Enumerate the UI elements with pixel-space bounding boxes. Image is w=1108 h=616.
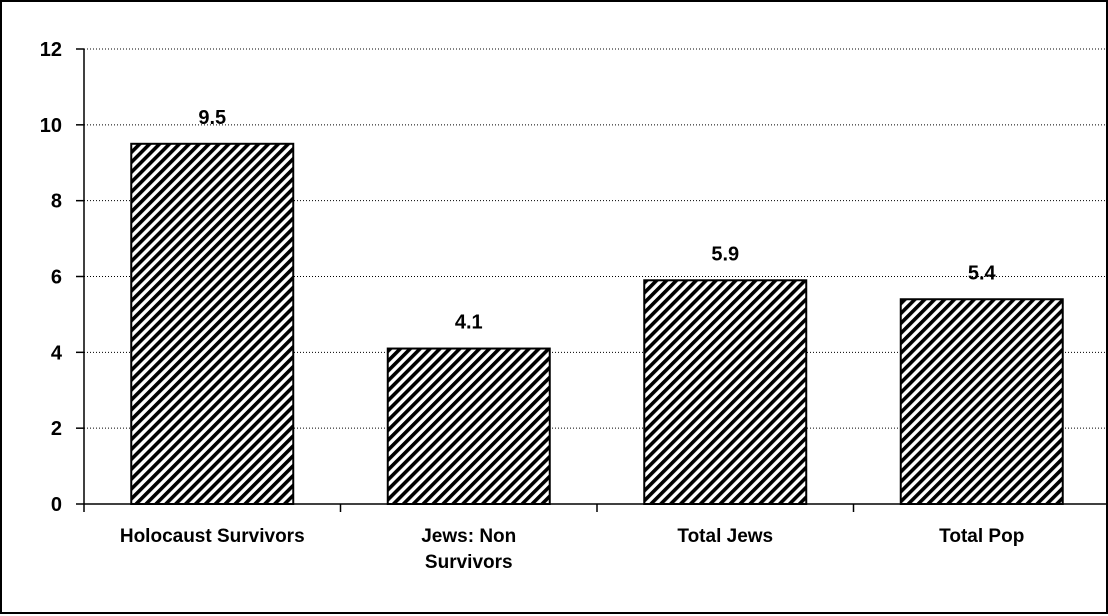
x-category-label: Jews: Non <box>421 526 516 547</box>
y-tick-label: 10 <box>40 115 62 137</box>
bar <box>643 279 808 505</box>
bar <box>899 298 1064 505</box>
x-category-label: Survivors <box>425 552 513 573</box>
data-label: 4.1 <box>455 312 483 334</box>
y-tick-label: 6 <box>51 267 62 289</box>
data-label: 5.4 <box>968 262 997 284</box>
y-tick-label: 4 <box>51 342 63 364</box>
x-category-label: Total Pop <box>939 526 1024 547</box>
data-label: 5.9 <box>711 243 739 265</box>
bar <box>386 347 551 505</box>
y-tick-label: 0 <box>51 494 62 516</box>
data-label: 9.5 <box>198 107 226 129</box>
y-tick-label: 8 <box>51 191 62 213</box>
y-tick-label: 12 <box>40 39 62 61</box>
x-category-label: Holocaust Survivors <box>120 526 305 547</box>
y-tick-label: 2 <box>51 418 62 440</box>
bar <box>130 142 295 506</box>
x-category-label: Total Jews <box>677 526 773 547</box>
